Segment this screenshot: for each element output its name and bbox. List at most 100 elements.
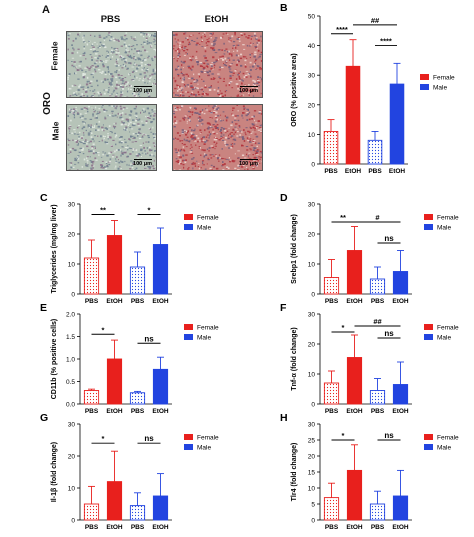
tissue-speck — [115, 58, 118, 60]
tissue-speck — [107, 68, 109, 70]
tissue-speck — [125, 126, 128, 128]
tissue-speck — [75, 106, 77, 109]
tissue-speck — [206, 148, 209, 150]
tissue-speck — [212, 124, 214, 126]
tissue-speck — [197, 140, 199, 143]
bar — [83, 257, 100, 295]
tissue-speck — [137, 132, 141, 134]
tissue-speck — [92, 162, 94, 165]
tissue-speck — [253, 32, 256, 35]
tissue-speck — [89, 34, 92, 36]
tissue-speck — [238, 60, 240, 62]
tissue-speck — [115, 161, 117, 164]
tissue-speck — [98, 34, 101, 37]
tissue-speck — [126, 163, 128, 166]
tissue-speck — [175, 151, 178, 154]
scale-label: 100 μm — [239, 161, 258, 167]
tissue-speck — [174, 87, 177, 90]
tissue-speck — [202, 68, 205, 70]
tissue-speck — [179, 135, 181, 137]
tissue-speck — [120, 149, 122, 151]
tissue-speck — [177, 73, 180, 75]
tissue-speck — [143, 72, 146, 74]
legend-label: Male — [197, 335, 211, 342]
tissue-speck — [201, 149, 204, 151]
tissue-speck — [127, 81, 129, 84]
tissue-speck — [154, 33, 156, 35]
tissue-speck — [241, 145, 243, 147]
tissue-speck — [149, 74, 151, 77]
tissue-speck — [137, 93, 140, 96]
significance-label: ** — [340, 213, 346, 222]
tissue-speck — [238, 40, 241, 42]
tissue-speck — [189, 58, 192, 61]
tissue-speck — [217, 115, 220, 117]
tissue-speck — [82, 126, 86, 128]
tissue-speck — [200, 71, 204, 73]
tissue-speck — [124, 51, 127, 54]
tissue-speck — [129, 74, 131, 76]
tissue-speck — [134, 36, 136, 38]
tissue-speck — [237, 169, 240, 170]
tissue-speck — [98, 36, 101, 38]
tissue-speck — [190, 34, 193, 36]
legend-label: Male — [197, 225, 211, 232]
tissue-speck — [102, 167, 105, 169]
tissue-speck — [221, 140, 225, 141]
tissue-speck — [220, 92, 223, 95]
tissue-speck — [117, 112, 119, 115]
tissue-speck — [98, 120, 101, 123]
tissue-speck — [120, 117, 123, 119]
tissue-speck — [91, 147, 94, 149]
tissue-speck — [260, 60, 262, 62]
x-tick-label: PBS — [324, 168, 338, 175]
tissue-speck — [179, 93, 182, 95]
tissue-speck — [219, 90, 221, 92]
tissue-speck — [102, 65, 105, 68]
tissue-speck — [245, 76, 248, 78]
tissue-speck — [223, 62, 225, 64]
tissue-speck — [74, 110, 76, 112]
tissue-speck — [189, 43, 191, 45]
tissue-speck — [135, 167, 138, 170]
tissue-speck — [112, 91, 115, 93]
tissue-speck — [120, 92, 123, 93]
tissue-speck — [123, 43, 126, 46]
tissue-speck — [137, 153, 141, 155]
tissue-speck — [195, 79, 198, 81]
tissue-speck — [147, 166, 149, 168]
tissue-speck — [99, 92, 101, 94]
legend-label: Male — [437, 335, 451, 342]
tissue-speck — [121, 59, 123, 61]
tissue-speck — [248, 156, 250, 158]
tissue-speck — [183, 60, 186, 63]
tissue-speck — [211, 64, 214, 66]
tissue-speck — [141, 156, 142, 157]
tissue-speck — [206, 122, 210, 125]
tissue-speck — [91, 160, 95, 163]
tissue-speck — [228, 50, 230, 53]
tissue-speck — [123, 42, 126, 44]
tissue-speck — [73, 61, 76, 63]
tissue-speck — [225, 48, 228, 50]
tissue-speck — [92, 76, 94, 79]
tissue-speck — [67, 32, 69, 34]
tissue-speck — [215, 138, 218, 139]
tissue-speck — [94, 145, 96, 147]
tissue-speck — [148, 168, 151, 170]
tissue-speck — [138, 52, 140, 54]
tissue-speck — [181, 132, 184, 134]
tissue-speck — [113, 105, 115, 107]
tissue-speck — [201, 65, 204, 67]
tissue-speck — [175, 41, 177, 43]
tissue-speck — [141, 68, 144, 71]
scale-label: 100 μm — [133, 88, 152, 94]
tissue-speck — [133, 70, 135, 72]
tissue-speck — [68, 87, 71, 90]
tissue-speck — [135, 70, 138, 72]
tissue-speck — [193, 73, 195, 76]
tissue-speck — [101, 126, 104, 129]
row-header-male: Male — [50, 121, 61, 141]
tissue-speck — [187, 168, 190, 170]
